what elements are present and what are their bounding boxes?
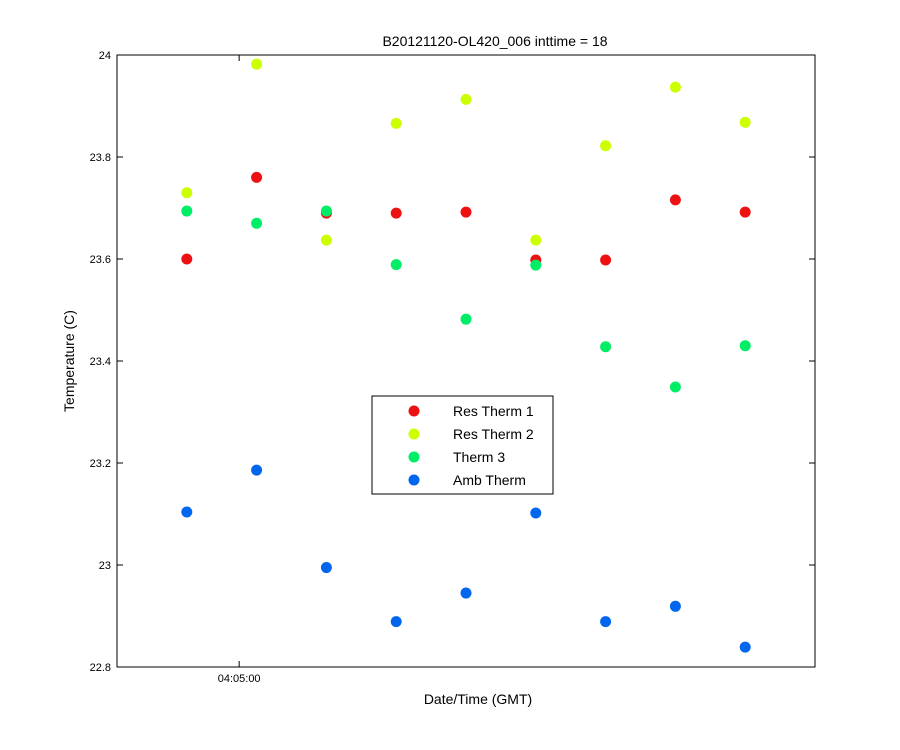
x-tick-label: 04:05:00 [218, 673, 261, 685]
data-point [320, 562, 332, 574]
legend-marker [408, 451, 420, 463]
data-point [251, 464, 263, 476]
legend-label: Res Therm 2 [453, 426, 534, 442]
data-point [669, 81, 681, 93]
legend-item: Therm 3 [408, 449, 505, 465]
legend-marker [408, 405, 420, 417]
data-point [600, 140, 612, 152]
legend-label: Therm 3 [453, 449, 505, 465]
data-point [460, 313, 472, 325]
data-point [390, 207, 402, 219]
data-point [530, 507, 542, 519]
data-point [600, 341, 612, 353]
legend-item: Amb Therm [408, 472, 526, 488]
y-tick-label: 23 [99, 560, 111, 572]
legend-marker [408, 474, 420, 486]
legend-item: Res Therm 1 [408, 403, 534, 419]
y-tick-label: 23.6 [90, 254, 111, 266]
data-points [181, 58, 751, 653]
legend-label: Amb Therm [453, 472, 526, 488]
data-point [181, 205, 193, 217]
data-point [739, 206, 751, 218]
series-res-therm-2 [181, 58, 751, 246]
data-point [181, 253, 193, 265]
data-point [460, 206, 472, 218]
data-point [669, 600, 681, 612]
data-point [600, 254, 612, 266]
data-point [669, 381, 681, 393]
data-point [181, 506, 193, 518]
chart-title: B20121120-OL420_006 inttime = 18 [382, 33, 607, 49]
data-point [320, 205, 332, 217]
series-therm-3 [181, 205, 751, 393]
legend-label: Res Therm 1 [453, 403, 534, 419]
data-point [181, 187, 193, 199]
series-amb-therm [181, 464, 751, 653]
data-point [320, 234, 332, 246]
legend-marker [408, 428, 420, 440]
legend-item: Res Therm 2 [408, 426, 534, 442]
data-point [251, 217, 263, 229]
data-point [460, 93, 472, 105]
y-tick-label: 22.8 [90, 662, 111, 674]
data-point [390, 259, 402, 271]
y-axis-label: Temperature (C) [61, 310, 77, 412]
y-tick-label: 23.2 [90, 458, 111, 470]
data-point [739, 641, 751, 653]
y-tick-label: 24 [99, 50, 111, 62]
data-point [739, 340, 751, 352]
legend: Res Therm 1 Res Therm 2 Therm 3 Amb Therm [371, 395, 554, 495]
data-point [669, 194, 681, 206]
data-point [530, 259, 542, 271]
axis-ticks: 22.8 23 23.2 23.4 23.6 23.8 24 04:05:00 [90, 50, 815, 685]
data-point [460, 587, 472, 599]
data-point [530, 234, 542, 246]
y-tick-label: 23.8 [90, 152, 111, 164]
x-axis-label: Date/Time (GMT) [424, 691, 532, 707]
data-point [251, 58, 263, 70]
data-point [739, 116, 751, 128]
data-point [600, 616, 612, 628]
y-tick-label: 23.4 [90, 356, 111, 368]
data-point [390, 117, 402, 129]
data-point [390, 616, 402, 628]
legend-box [371, 395, 554, 495]
data-point [251, 171, 263, 183]
plot-area [116, 54, 816, 668]
